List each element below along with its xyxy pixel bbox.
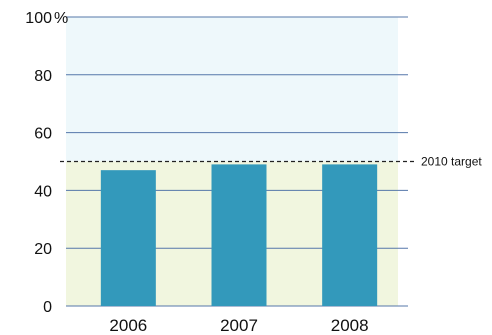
x-tick-label: 2008 bbox=[331, 316, 369, 335]
x-tick-label: 2007 bbox=[220, 316, 258, 335]
y-axis: 0 20 40 60 80 100 bbox=[25, 10, 52, 316]
bar-2007 bbox=[211, 164, 267, 306]
y-tick-label: 100 bbox=[25, 10, 52, 27]
bar-2006 bbox=[100, 170, 156, 306]
y-tick-label: 80 bbox=[34, 68, 52, 85]
y-unit-label: % bbox=[54, 10, 68, 27]
x-tick-label: 2006 bbox=[109, 316, 147, 335]
target-label: 2010 target bbox=[421, 155, 482, 169]
bars bbox=[100, 164, 378, 306]
y-tick-label: 40 bbox=[34, 183, 52, 200]
y-tick-label: 20 bbox=[34, 241, 52, 258]
y-tick-label: 0 bbox=[43, 299, 52, 316]
y-tick-label: 60 bbox=[34, 126, 52, 143]
band-above-target bbox=[66, 17, 398, 162]
x-axis: 2006 2007 2008 bbox=[109, 316, 368, 335]
bar-2008 bbox=[322, 164, 378, 306]
